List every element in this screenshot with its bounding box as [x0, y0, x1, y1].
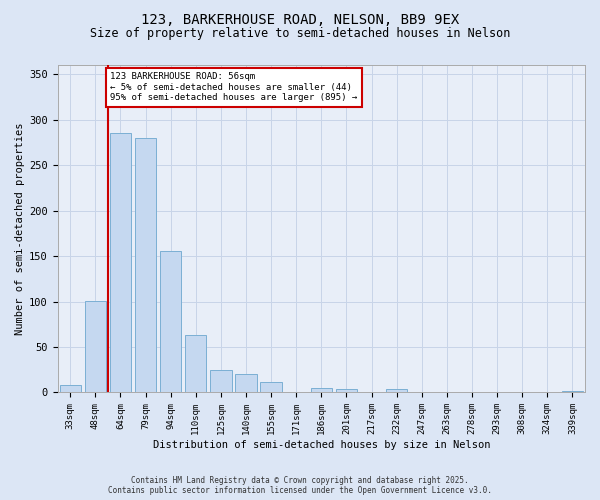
Text: 123 BARKERHOUSE ROAD: 56sqm
← 5% of semi-detached houses are smaller (44)
95% of: 123 BARKERHOUSE ROAD: 56sqm ← 5% of semi… [110, 72, 358, 102]
X-axis label: Distribution of semi-detached houses by size in Nelson: Distribution of semi-detached houses by … [152, 440, 490, 450]
Bar [336, 389, 357, 392]
Bar [185, 335, 206, 392]
Bar [235, 374, 257, 392]
Y-axis label: Number of semi-detached properties: Number of semi-detached properties [15, 122, 25, 335]
Bar [386, 389, 407, 392]
Bar [110, 133, 131, 392]
Bar [260, 382, 282, 392]
Bar [135, 138, 156, 392]
Text: Contains HM Land Registry data © Crown copyright and database right 2025.
Contai: Contains HM Land Registry data © Crown c… [108, 476, 492, 495]
Bar [85, 300, 106, 392]
Bar [311, 388, 332, 392]
Bar [210, 370, 232, 392]
Text: 123, BARKERHOUSE ROAD, NELSON, BB9 9EX: 123, BARKERHOUSE ROAD, NELSON, BB9 9EX [141, 12, 459, 26]
Text: Size of property relative to semi-detached houses in Nelson: Size of property relative to semi-detach… [90, 28, 510, 40]
Bar [59, 385, 81, 392]
Bar [160, 252, 181, 392]
Bar [562, 390, 583, 392]
